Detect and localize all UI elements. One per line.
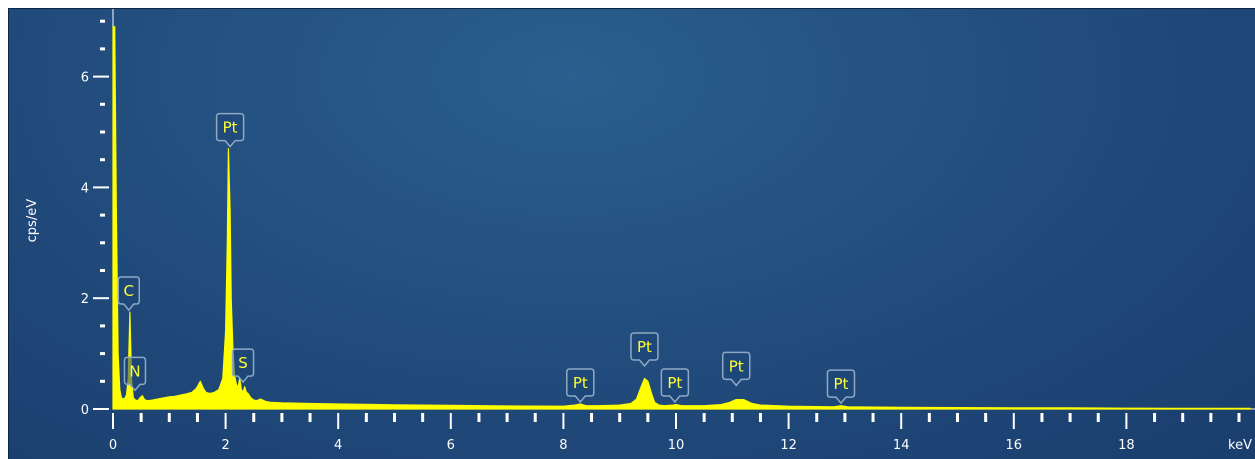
x-tick-label: 10 [668,438,685,453]
spectrum-chart: 0 2 4 6 0 2 4 6 8 10 12 14 16 18 keV cps/eV C N Pt S Pt Pt Pt P… [25,9,1255,453]
y-tick-label: 4 [81,181,89,196]
y-tick-label: 6 [81,71,89,86]
y-axis-label: cps/eV [25,199,40,243]
peak-label-box [721,351,751,387]
x-tick-label: 8 [559,438,567,453]
peak-label-box [566,368,595,404]
peak-label-s: S [238,354,248,372]
peak-label-box [215,112,245,148]
x-tick-label: 4 [334,438,342,453]
spectrum-area [112,26,1251,410]
x-tick-label: 2 [221,438,229,453]
peak-label-pt: Pt [573,374,588,392]
peak-label-pt: Pt [833,375,848,393]
peak-label-pt: Pt [729,357,744,375]
y-tick-label: 2 [81,292,89,307]
peak-label-box [123,356,147,392]
x-tick-label: 14 [893,438,910,453]
x-tick-label: 6 [447,438,455,453]
y-tick-label: 0 [81,403,89,418]
peak-label-box [660,368,690,404]
eds-spectrum-plot: 0 2 4 6 0 2 4 6 8 10 12 14 16 18 keV cps/eV C N Pt S Pt Pt Pt P… [8,8,1255,459]
peak-label-n: N [129,362,140,380]
peak-label-box [826,369,856,405]
peak-label-box [231,348,255,384]
x-tick-label: 16 [1006,438,1023,453]
peak-label-pt: Pt [667,374,682,392]
x-axis-label: keV [1228,438,1252,453]
x-tick-label: 12 [780,438,797,453]
peak-label-c: C [124,282,134,300]
x-tick-label: 18 [1118,438,1135,453]
peak-label-box [117,276,141,312]
peak-label-pt: Pt [637,338,652,356]
peak-label-box [630,332,659,368]
peak-label-pt: Pt [223,119,238,137]
x-tick-label: 0 [109,438,117,453]
